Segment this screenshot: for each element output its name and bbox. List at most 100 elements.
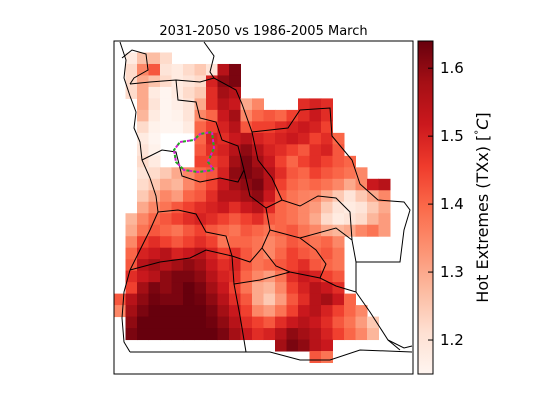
heatmap-cell bbox=[355, 190, 368, 203]
heatmap-cell bbox=[378, 190, 391, 203]
heatmap-cell bbox=[240, 132, 253, 145]
heatmap-cell bbox=[125, 316, 138, 329]
heatmap-cell bbox=[275, 293, 287, 306]
heatmap-cell bbox=[217, 109, 230, 122]
heatmap-cell bbox=[298, 201, 310, 214]
heatmap-cell bbox=[321, 339, 333, 352]
heatmap-cell bbox=[183, 293, 195, 306]
heatmap-cell bbox=[194, 316, 207, 329]
heatmap-cell bbox=[263, 282, 276, 295]
heatmap-cell bbox=[125, 282, 138, 295]
heatmap-cell bbox=[206, 316, 218, 329]
heatmap-cell bbox=[217, 86, 230, 99]
heatmap-cell bbox=[321, 293, 333, 306]
heatmap-cell bbox=[160, 270, 172, 283]
heatmap-cell bbox=[332, 259, 345, 272]
heatmap-cell bbox=[309, 339, 322, 352]
heatmap-cell bbox=[137, 121, 149, 134]
heatmap-cell bbox=[160, 282, 172, 295]
heatmap-cell bbox=[194, 167, 207, 180]
heatmap-cell bbox=[206, 201, 218, 214]
heatmap-cell bbox=[286, 201, 299, 214]
heatmap-cell bbox=[321, 270, 333, 283]
heatmap-cell bbox=[217, 293, 230, 306]
heatmap-cell bbox=[217, 224, 230, 237]
heatmap-cell bbox=[298, 213, 310, 226]
heatmap-cell bbox=[171, 328, 184, 341]
heatmap-cell bbox=[229, 121, 241, 134]
heatmap-cell bbox=[286, 144, 299, 157]
heatmap-cell bbox=[206, 305, 218, 318]
heatmap-cell bbox=[217, 259, 230, 272]
heatmap-cell bbox=[298, 259, 310, 272]
heatmap-cell bbox=[240, 213, 253, 226]
heatmap-cell bbox=[298, 270, 310, 283]
heatmap-cell bbox=[148, 121, 161, 134]
internal-border bbox=[141, 149, 245, 183]
heatmap-cell bbox=[194, 282, 207, 295]
heatmap-cell bbox=[309, 351, 322, 364]
heatmap-cell bbox=[367, 201, 379, 214]
heatmap-cell bbox=[137, 52, 149, 65]
heatmap-cell bbox=[321, 121, 333, 134]
heatmap-cell bbox=[194, 247, 207, 260]
heatmap-cell bbox=[321, 178, 333, 191]
heatmap-cell bbox=[321, 351, 333, 364]
heatmap-cell bbox=[194, 270, 207, 283]
heatmap-cell bbox=[183, 259, 195, 272]
heatmap-cell bbox=[286, 132, 299, 145]
heatmap-cell bbox=[252, 132, 264, 145]
heatmap-cell bbox=[275, 328, 287, 341]
heatmap-cell bbox=[194, 190, 207, 203]
heatmap-cell bbox=[332, 236, 345, 249]
heatmap-cell bbox=[321, 282, 333, 295]
heatmap-cell bbox=[240, 328, 253, 341]
heatmap-cell bbox=[148, 293, 161, 306]
heatmap-cell bbox=[321, 201, 333, 214]
heatmap-cell bbox=[298, 167, 310, 180]
heatmap-cell bbox=[275, 259, 287, 272]
heatmap-cell bbox=[263, 293, 276, 306]
heatmap-cell bbox=[125, 86, 138, 99]
heatmap-cell bbox=[263, 109, 276, 122]
heatmap-cell bbox=[252, 121, 264, 134]
heatmap-cell bbox=[183, 213, 195, 226]
heatmap-cell bbox=[229, 178, 241, 191]
heatmap-cell bbox=[160, 328, 172, 341]
heatmap-cell bbox=[183, 109, 195, 122]
heatmap-cell bbox=[194, 328, 207, 341]
heatmap-cell bbox=[206, 98, 218, 111]
heatmap-cell bbox=[148, 328, 161, 341]
colorbar-ticks: 1.2 1.3 1.4 1.5 1.6 bbox=[428, 59, 464, 349]
heatmap-cell bbox=[206, 132, 218, 145]
country-borders bbox=[119, 41, 413, 361]
heatmap-cell bbox=[217, 121, 230, 134]
heatmap-cell bbox=[298, 293, 310, 306]
highlight-region-outline bbox=[172, 130, 216, 174]
heatmap-cell bbox=[183, 178, 195, 191]
heatmap-cell bbox=[344, 224, 356, 237]
heatmap-cell bbox=[344, 293, 356, 306]
heatmap-cell bbox=[332, 213, 345, 226]
heatmap-cell bbox=[194, 109, 207, 122]
colorbar-gradient bbox=[417, 40, 434, 375]
heatmap-cell bbox=[240, 316, 253, 329]
heatmap-cell bbox=[275, 270, 287, 283]
heatmap-cell bbox=[332, 247, 345, 260]
heatmap-cell bbox=[263, 155, 276, 168]
heatmap-cell bbox=[321, 155, 333, 168]
heatmap-cell bbox=[160, 178, 172, 191]
heatmap-cell bbox=[275, 144, 287, 157]
heatmap-cell bbox=[194, 224, 207, 237]
heatmap-cell bbox=[137, 328, 149, 341]
heatmap-cell bbox=[321, 109, 333, 122]
heatmap-cell bbox=[309, 305, 322, 318]
heatmap-cell bbox=[275, 224, 287, 237]
heatmap-cell bbox=[206, 190, 218, 203]
heatmap-cell bbox=[171, 316, 184, 329]
heatmap-cell bbox=[206, 282, 218, 295]
heatmap-cell bbox=[263, 201, 276, 214]
heatmap-cell bbox=[183, 98, 195, 111]
heatmap-cell bbox=[332, 144, 345, 157]
heatmap-cell bbox=[194, 259, 207, 272]
